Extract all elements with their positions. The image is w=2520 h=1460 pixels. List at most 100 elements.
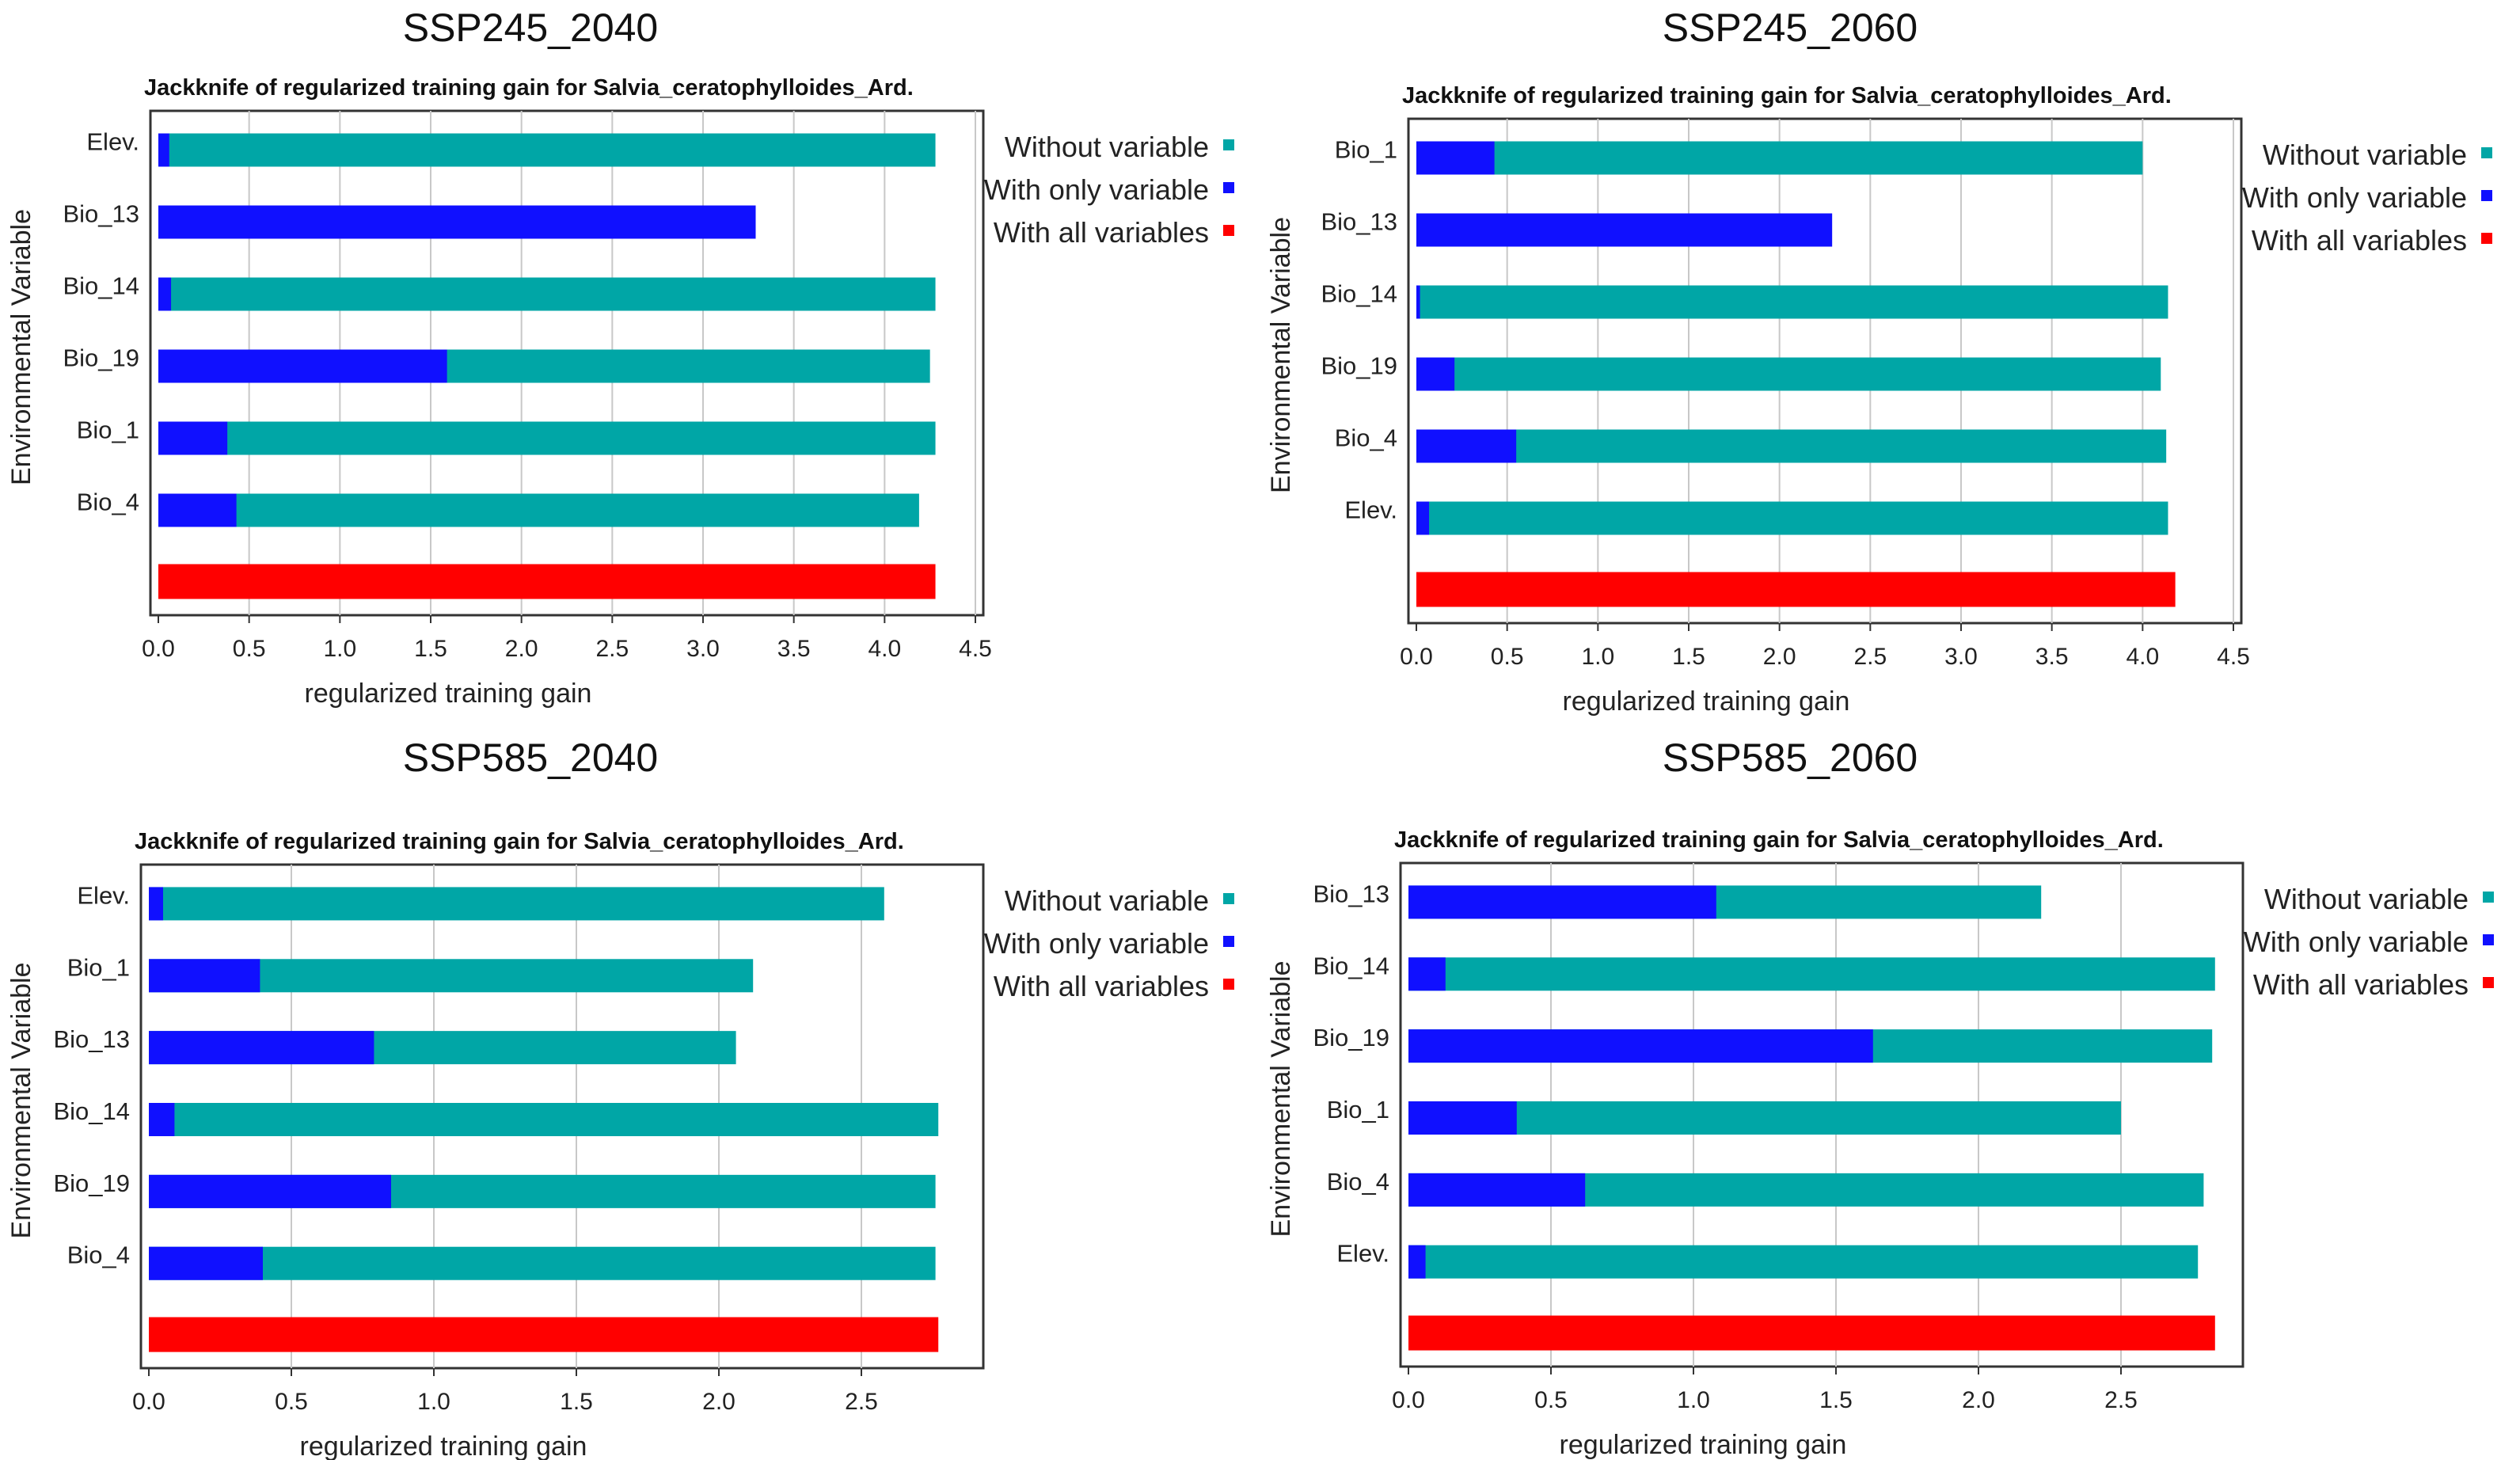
- tick-label: 1.5: [1672, 644, 1705, 670]
- bar-without-variable: [1416, 501, 2168, 535]
- y-axis-label: Environmental Variable: [6, 209, 36, 485]
- bar-with-only-variable: [158, 349, 447, 383]
- y-axis-label: Environmental Variable: [1266, 217, 1296, 493]
- category-label: Bio_13: [1321, 208, 1397, 236]
- scenario-title: SSP585_2040: [403, 736, 659, 780]
- bar-without-variable: [158, 493, 919, 527]
- tick-label: 2.5: [845, 1389, 878, 1415]
- scenario-title: SSP245_2040: [403, 6, 659, 50]
- legend-swatch: [2481, 190, 2492, 201]
- tick-label: 3.0: [1944, 644, 1978, 670]
- bar-with-only-variable: [1416, 429, 1517, 463]
- tick-label: 0.5: [233, 636, 266, 662]
- legend-swatch: [2481, 147, 2492, 158]
- y-axis-label: Environmental Variable: [1266, 961, 1296, 1238]
- bar-without-variable: [1408, 1245, 2199, 1279]
- category-label: Bio_14: [1313, 952, 1389, 979]
- tick-label: 0.0: [1392, 1387, 1425, 1413]
- bar-without-variable: [149, 1246, 936, 1280]
- category-label: Elev.: [1336, 1240, 1389, 1268]
- bar-with-only-variable: [158, 421, 228, 455]
- bar-with-all-variables: [149, 1317, 939, 1352]
- category-label: Bio_13: [53, 1025, 130, 1053]
- legend-label: With only variable: [2244, 926, 2469, 958]
- x-axis-label: regularized training gain: [1563, 686, 1850, 717]
- category-label: Bio_14: [53, 1097, 130, 1125]
- category-label: Bio_4: [77, 489, 139, 516]
- legend-label: With only variable: [984, 173, 1209, 206]
- tick-label: 0.0: [142, 636, 175, 662]
- bar-with-only-variable: [1408, 957, 1446, 991]
- category-label: Bio_19: [1313, 1024, 1389, 1051]
- bar-with-only-variable: [149, 1246, 263, 1280]
- bar-with-all-variables: [158, 564, 936, 599]
- bar-with-only-variable: [1416, 357, 1455, 391]
- legend-swatch: [1223, 936, 1234, 947]
- bar-with-only-variable: [1416, 501, 1430, 535]
- category-label: Bio_4: [1335, 424, 1397, 452]
- category-label: Bio_19: [53, 1169, 130, 1197]
- bar-with-only-variable: [1416, 285, 1420, 319]
- chart-title: Jackknife of regularized training gain f…: [144, 75, 914, 101]
- chart-title: Jackknife of regularized training gain f…: [1394, 827, 2164, 853]
- bar-with-all-variables: [1416, 572, 2176, 607]
- legend-swatch: [1223, 893, 1234, 904]
- jackknife-chart: SSP245_2040 Jackknife of regularized trai…: [6, 6, 1234, 709]
- bar-without-variable: [1408, 957, 2215, 991]
- bar-with-only-variable: [158, 493, 237, 527]
- scenario-title: SSP245_2060: [1663, 6, 1918, 50]
- category-label: Elev.: [86, 128, 139, 156]
- bar-without-variable: [1408, 1101, 2121, 1135]
- legend-label: With only variable: [2242, 181, 2467, 214]
- category-label: Bio_4: [67, 1241, 130, 1269]
- tick-label: 4.5: [959, 636, 992, 662]
- bar-with-only-variable: [149, 959, 260, 993]
- bar-with-only-variable: [149, 1103, 175, 1136]
- tick-label: 0.5: [275, 1389, 308, 1415]
- legend-label: With all variables: [994, 970, 1209, 1002]
- bar-without-variable: [1416, 429, 2167, 463]
- panel-ssp585-2060: SSP585_2060 Jackknife of regularized trai…: [1260, 730, 2519, 1460]
- tick-label: 0.0: [1400, 644, 1433, 670]
- category-label: Bio_19: [1321, 352, 1397, 380]
- tick-label: 2.0: [702, 1389, 735, 1415]
- tick-label: 2.0: [1962, 1387, 1995, 1413]
- bar-with-only-variable: [1408, 1173, 1586, 1207]
- chart-title: Jackknife of regularized training gain f…: [135, 829, 904, 854]
- bar-without-variable: [1416, 357, 2161, 391]
- category-label: Bio_13: [63, 200, 139, 228]
- tick-label: 4.0: [2126, 644, 2159, 670]
- legend-label: With all variables: [994, 216, 1209, 249]
- bar-with-only-variable: [1408, 885, 1716, 919]
- chart-title: Jackknife of regularized training gain f…: [1402, 83, 2172, 108]
- legend-label: Without variable: [1005, 131, 1209, 163]
- tick-label: 2.0: [505, 636, 538, 662]
- x-axis-label: regularized training gain: [305, 679, 592, 709]
- bar-without-variable: [149, 1103, 939, 1136]
- category-label: Bio_13: [1313, 880, 1389, 907]
- jackknife-chart: SSP245_2060 Jackknife of regularized trai…: [1266, 6, 2492, 717]
- bar-with-only-variable: [158, 133, 169, 167]
- tick-label: 1.5: [414, 636, 447, 662]
- category-label: Bio_1: [1335, 136, 1397, 164]
- tick-label: 2.5: [595, 636, 629, 662]
- bar-without-variable: [158, 277, 936, 311]
- category-label: Bio_1: [67, 953, 130, 981]
- legend-label: With only variable: [984, 927, 1209, 960]
- tick-label: 4.5: [2217, 644, 2250, 670]
- tick-label: 1.5: [1819, 1387, 1853, 1413]
- category-label: Bio_1: [77, 416, 139, 444]
- category-label: Bio_14: [1321, 280, 1397, 308]
- tick-label: 1.0: [323, 636, 356, 662]
- legend-label: Without variable: [2264, 883, 2469, 915]
- x-axis-label: regularized training gain: [300, 1431, 587, 1460]
- legend-swatch: [2483, 977, 2494, 988]
- tick-label: 3.5: [777, 636, 811, 662]
- legend-swatch: [1223, 225, 1234, 236]
- bar-without-variable: [1416, 285, 2168, 319]
- panel-ssp585-2040: SSP585_2040 Jackknife of regularized trai…: [0, 730, 1260, 1460]
- jackknife-chart: SSP585_2040 Jackknife of regularized trai…: [6, 736, 1234, 1460]
- tick-label: 0.5: [1534, 1387, 1568, 1413]
- bar-with-only-variable: [1416, 141, 1495, 175]
- bar-with-only-variable: [1416, 213, 1833, 247]
